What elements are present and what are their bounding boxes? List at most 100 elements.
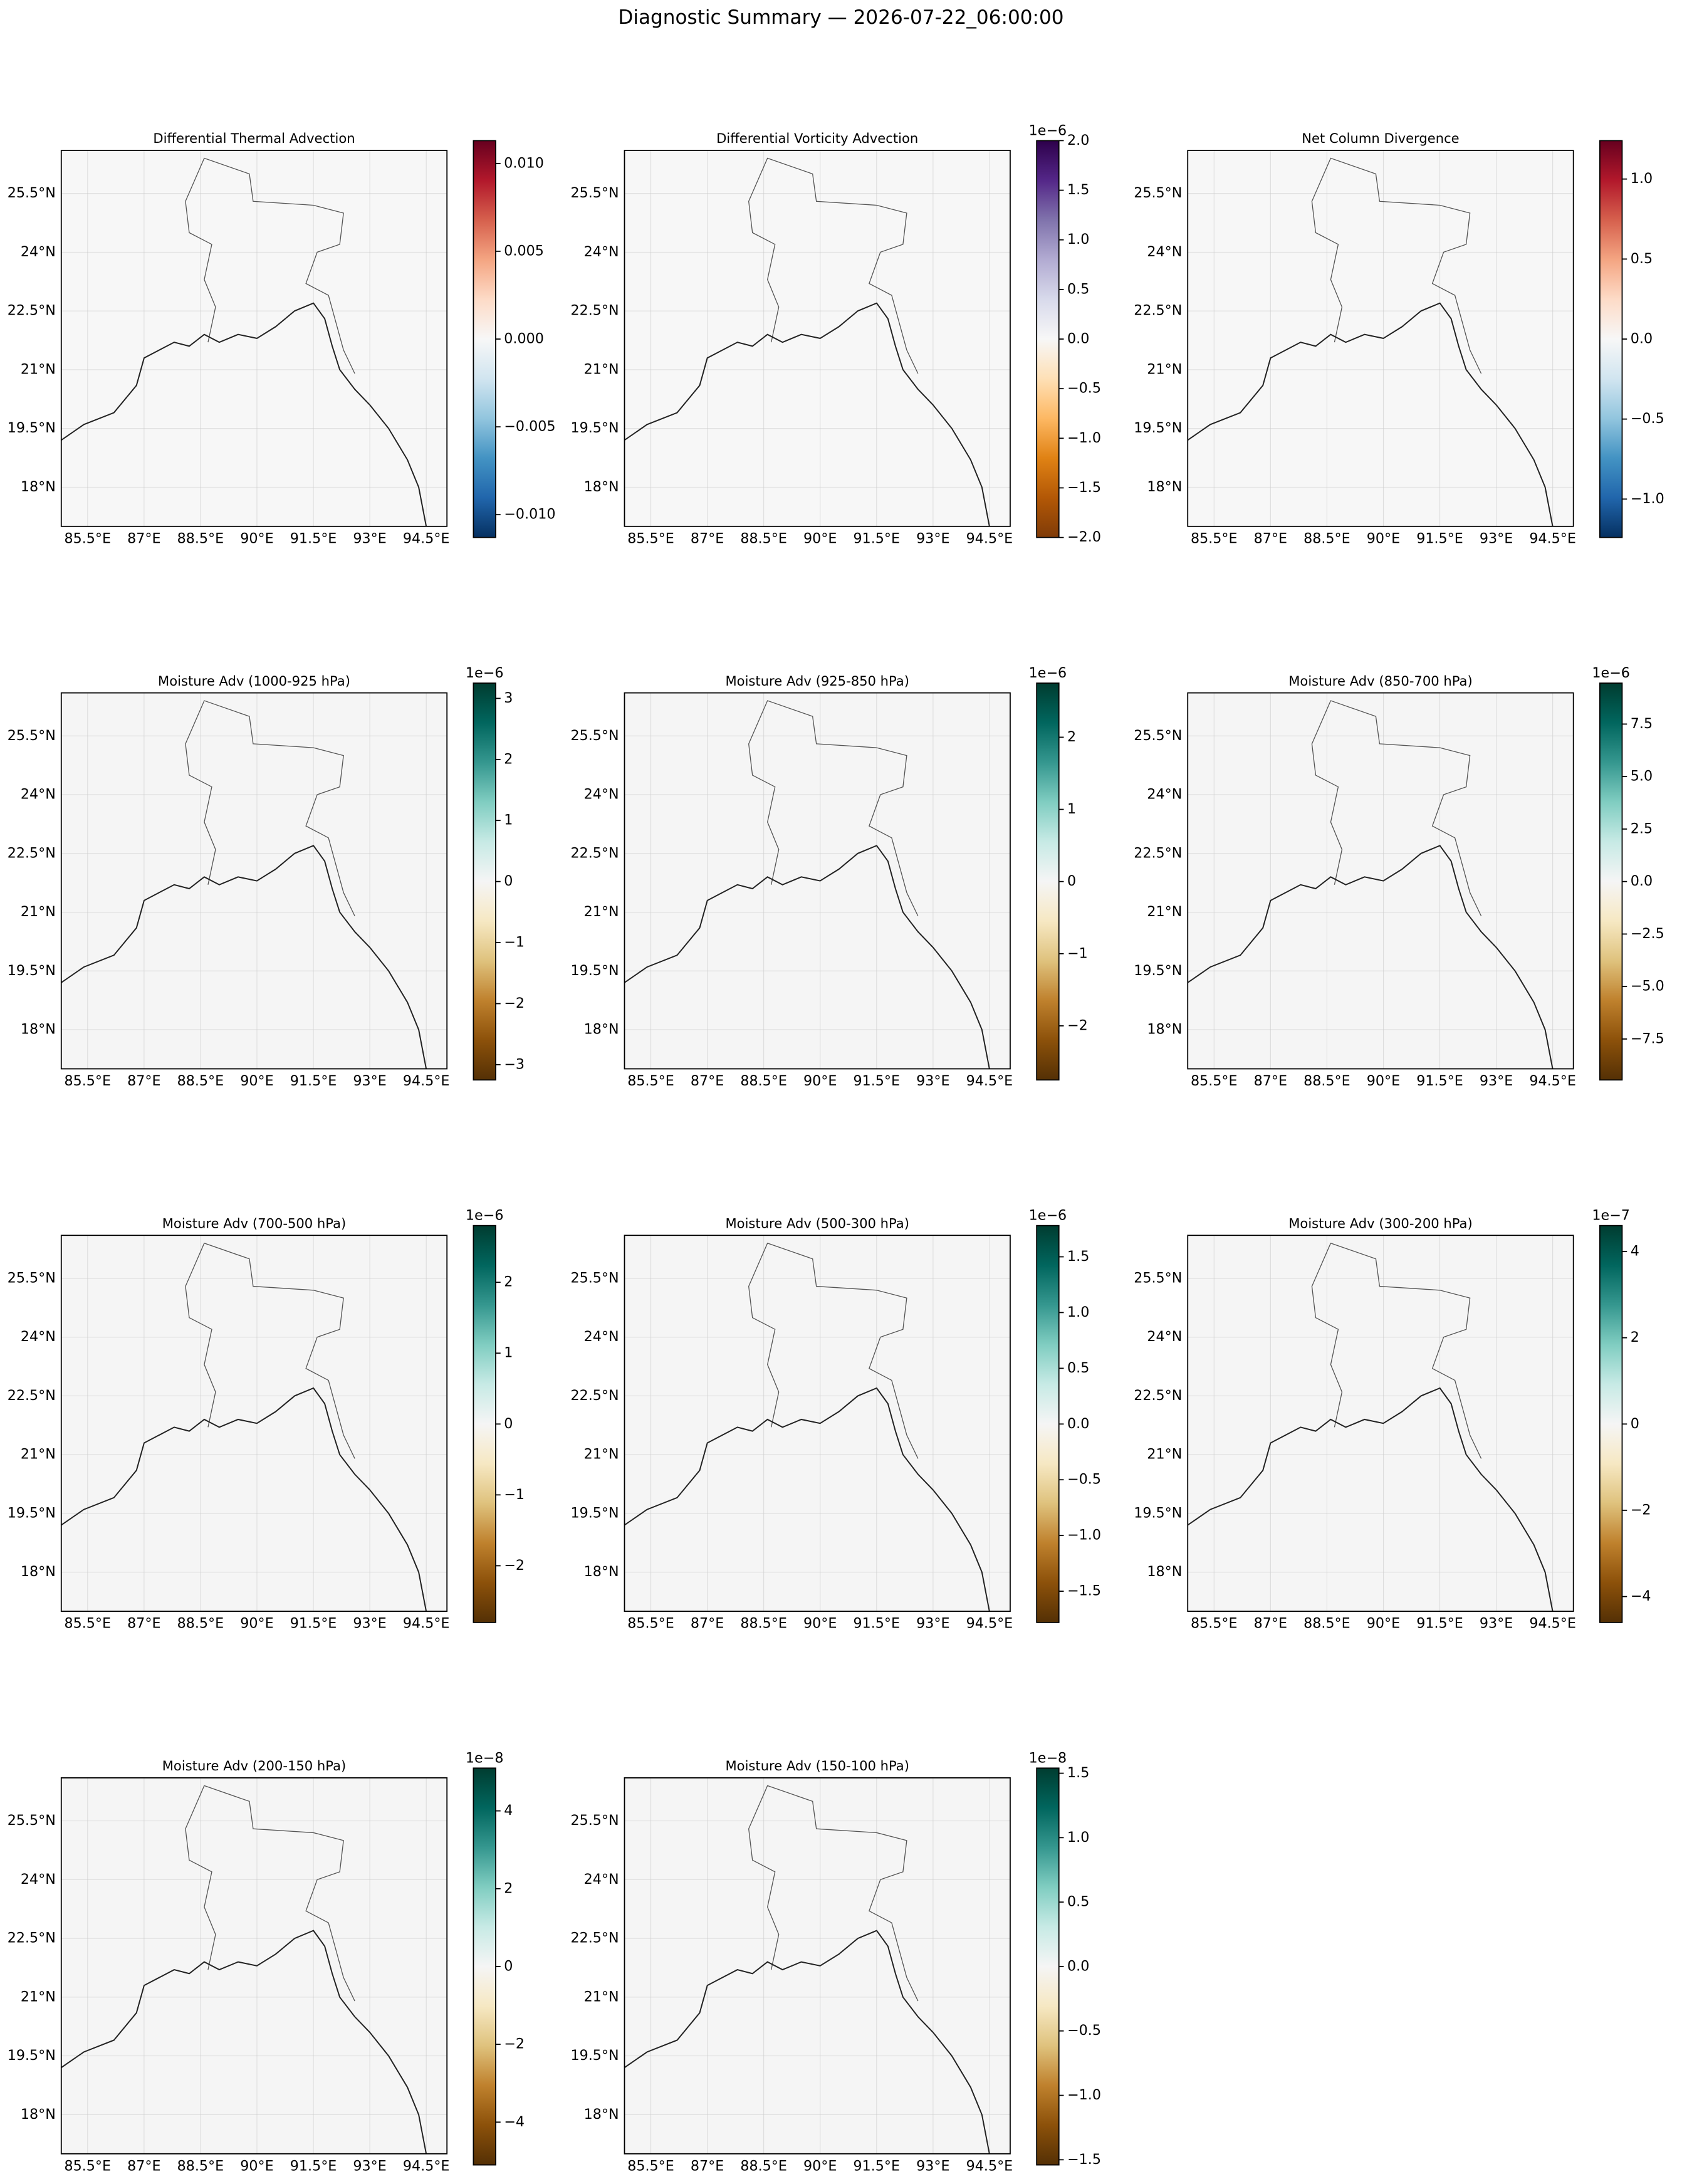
colorbar-tick-label: 0.000 [504,331,544,347]
x-tick-label: 88.5°E [1303,1073,1350,1089]
colorbar-offset-label: 1e−8 [466,1750,504,1766]
x-tick-label: 93°E [916,1616,949,1632]
y-tick-label: 19.5°N [1134,963,1182,979]
colorbar-tick-label: −1 [504,1486,525,1503]
y-tick-label: 19.5°N [8,2047,56,2064]
colorbar-tick-label: 2.0 [1067,132,1089,149]
colorbar-tick-label: −2 [1631,1502,1651,1518]
y-tick-label: 25.5°N [8,728,56,744]
colorbar-tick-label: −2.5 [1631,926,1664,942]
colorbar-offset-label: 1e−6 [1592,665,1630,681]
y-tick-label: 25.5°N [1134,185,1182,201]
panel-title: Moisture Adv (850-700 hPa) [1288,673,1472,689]
colorbar-tick-label: −2 [504,995,525,1011]
border [748,157,919,374]
colorbar-tick-label: −4 [1631,1588,1651,1604]
x-tick-label: 93°E [353,2158,386,2174]
colorbar-tick-label: 7.5 [1631,716,1653,732]
colorbar-tick-label: 0.0 [1067,1958,1089,1974]
colorbar-tick-label: 0.0 [1067,1416,1089,1432]
colorbar [1036,1225,1060,1623]
border [185,700,355,917]
x-tick-label: 93°E [1480,1073,1513,1089]
axes-frame [1187,1235,1574,1612]
x-tick-label: 91.5°E [290,530,337,546]
y-tick-label: 22.5°N [8,303,56,319]
x-tick-label: 88.5°E [740,530,787,546]
x-tick-label: 85.5°E [627,2158,674,2174]
x-tick-label: 87°E [127,530,160,546]
colorbar-tick-label: 2 [504,1880,513,1896]
x-tick-label: 94.5°E [403,1073,450,1089]
y-tick-label: 19.5°N [570,2047,619,2064]
panel-title: Moisture Adv (700-500 hPa) [162,1215,346,1231]
coastline [624,845,990,1069]
y-tick-label: 21°N [1147,904,1182,920]
x-tick-label: 91.5°E [290,1616,337,1632]
x-tick-label: 87°E [127,1616,160,1632]
x-tick-label: 93°E [916,1073,949,1089]
y-tick-label: 19.5°N [8,963,56,979]
axes-frame [1187,692,1574,1070]
colorbar-tick-label: 5.0 [1631,768,1653,785]
x-tick-label: 90°E [803,2158,837,2174]
colorbar-tick-label: 0.0 [1631,873,1653,889]
colorbar-tick-label: 0.5 [1067,1894,1089,1910]
colorbar-tick-label: −0.010 [504,506,555,523]
x-tick-label: 88.5°E [740,1073,787,1089]
y-tick-label: 21°N [1147,1446,1182,1463]
x-tick-label: 90°E [803,1616,837,1632]
colorbar-tick-label: 1 [1067,801,1076,817]
y-tick-label: 24°N [1147,244,1182,260]
x-tick-label: 91.5°E [854,530,901,546]
x-tick-label: 94.5°E [966,2158,1013,2174]
x-tick-label: 85.5°E [1191,530,1238,546]
y-tick-label: 22.5°N [570,1387,619,1404]
colorbar-tick-label: 1 [504,812,513,828]
y-tick-label: 25.5°N [8,1812,56,1829]
x-tick-label: 85.5°E [65,2158,112,2174]
x-tick-label: 85.5°E [1191,1616,1238,1632]
border [185,1242,355,1459]
x-tick-label: 91.5°E [1416,1616,1463,1632]
y-tick-label: 24°N [584,786,619,803]
x-tick-label: 85.5°E [627,1073,674,1089]
coastline [61,1930,427,2154]
y-tick-label: 22.5°N [1134,845,1182,861]
colorbar-offset-label: 1e−6 [466,665,504,681]
coastline [1187,302,1554,527]
colorbar-tick-label: 4 [504,1802,513,1819]
colorbar [1036,682,1060,1081]
coastline [61,1387,427,1612]
x-tick-label: 85.5°E [65,1073,112,1089]
colorbar-tick-label: −7.5 [1631,1030,1664,1047]
x-tick-label: 88.5°E [1303,530,1350,546]
axes-frame [624,1777,1011,2155]
colorbar [473,682,496,1081]
colorbar-tick-label: 1.0 [1067,1304,1089,1320]
colorbar-tick-label: −0.5 [1067,2022,1101,2039]
y-tick-label: 19.5°N [8,420,56,436]
figure-title: Diagnostic Summary — 2026-07-22_06:00:00 [618,6,1063,29]
y-tick-label: 19.5°N [570,963,619,979]
x-tick-label: 88.5°E [177,2158,224,2174]
x-tick-label: 93°E [353,1616,386,1632]
y-tick-label: 21°N [584,361,619,377]
y-tick-label: 25.5°N [570,1270,619,1286]
y-tick-label: 18°N [21,479,56,495]
colorbar [1599,140,1623,538]
x-tick-label: 87°E [691,1616,724,1632]
y-tick-label: 22.5°N [570,845,619,861]
x-tick-label: 90°E [1367,1073,1400,1089]
y-tick-label: 25.5°N [8,185,56,201]
axes-frame [624,692,1011,1070]
x-tick-label: 90°E [803,1073,837,1089]
colorbar-tick-label: 1.5 [1067,1765,1089,1781]
y-tick-label: 21°N [1147,361,1182,377]
colorbar-tick-label: 2.5 [1631,820,1653,837]
y-tick-label: 19.5°N [570,420,619,436]
x-tick-label: 91.5°E [854,2158,901,2174]
y-tick-label: 25.5°N [1134,1270,1182,1286]
panel-title: Moisture Adv (200-150 hPa) [162,1758,346,1774]
y-tick-label: 19.5°N [570,1505,619,1521]
